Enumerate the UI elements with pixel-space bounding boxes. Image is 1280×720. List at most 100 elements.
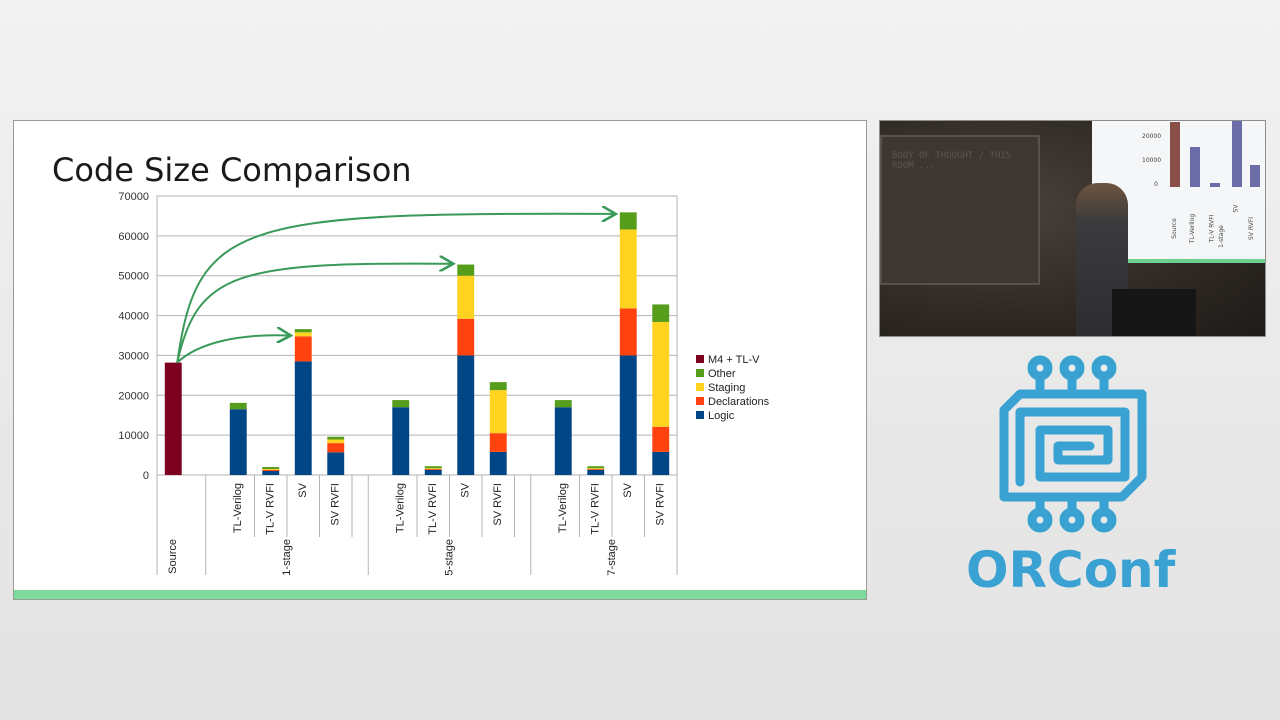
screen-label-tlv: TL-Verilog <box>1189 213 1197 244</box>
bar-segment-staging <box>619 229 637 309</box>
category-label: TL-Verilog <box>232 483 244 533</box>
legend-swatch <box>696 411 704 419</box>
y-tick-label: 60000 <box>118 231 149 243</box>
bar-segment-logic <box>457 355 475 475</box>
bar-segment-other <box>619 212 637 230</box>
whiteboard-text: BODY OF THOUGHT / THIS ROOM ... <box>892 151 1012 171</box>
y-tick-label: 10000 <box>118 430 149 442</box>
screen-tick-3: 0 <box>1154 181 1158 188</box>
orconf-logo-icon <box>999 355 1147 533</box>
category-label: SV RVFI <box>492 483 504 526</box>
category-label: TL-Verilog <box>395 483 407 533</box>
bar-segment-staging <box>489 390 507 434</box>
legend: M4 + TL-V Other Staging Declarations Logic <box>696 354 770 422</box>
screen-label-svrvfi: SV RVFI <box>1248 217 1255 240</box>
screen-bar-rvfi <box>1210 183 1220 187</box>
legend-label: Staging <box>708 382 745 394</box>
bar-segment-staging <box>262 469 280 470</box>
bar-segment-other <box>229 402 247 410</box>
bar-segment-other <box>424 466 442 469</box>
bar-segment-staging <box>457 275 475 319</box>
presentation-slide: Code Size Comparison 0 10000 20000 30000 400… <box>13 120 867 600</box>
legend-label: M4 + TL-V <box>708 354 760 366</box>
bar-segment-other <box>294 329 312 333</box>
category-label: SV <box>622 482 634 497</box>
annotation-arrow <box>176 214 614 363</box>
group-label: Source <box>167 539 179 574</box>
bar-segment-logic <box>424 469 442 475</box>
bar-segment-declarations <box>652 426 670 452</box>
y-tick-label: 40000 <box>118 311 149 323</box>
bar-segment-staging <box>424 468 442 470</box>
bar-segment-other <box>652 304 670 322</box>
bar-segment-declarations <box>424 469 442 470</box>
bar-segment-declarations <box>489 433 507 452</box>
bar-segment-logic <box>327 452 345 475</box>
bar-segment-logic <box>262 471 280 475</box>
legend-swatch <box>696 355 704 363</box>
category-label: SV <box>297 482 309 497</box>
category-label: TL-V RVFI <box>265 483 277 535</box>
bar-segment-staging <box>587 468 605 470</box>
bar-segment-logic <box>229 409 247 475</box>
bar-segment-staging <box>652 321 670 427</box>
bar-segment-declarations <box>294 336 312 362</box>
bar-segment-other <box>262 467 280 470</box>
bar-segment-declarations <box>262 469 280 472</box>
slide-footer-bar <box>14 590 866 599</box>
legend-label: Declarations <box>708 396 770 408</box>
stacked-bar-chart: 0 10000 20000 30000 40000 50000 60000 70000 Sou… <box>118 191 770 576</box>
category-label: SV <box>460 482 472 497</box>
group-label: 5-stage <box>443 539 455 576</box>
bar-segment-logic <box>294 361 312 475</box>
bar-segment-logic <box>587 469 605 475</box>
screen-label-rvfi: TL-V RVFI <box>1208 214 1216 243</box>
bar-segment-logic <box>554 407 572 475</box>
legend-swatch <box>696 397 704 405</box>
legend-swatch <box>696 369 704 377</box>
y-tick-label: 50000 <box>118 271 149 283</box>
podium <box>1112 289 1196 336</box>
category-label: TL-Verilog <box>557 483 569 533</box>
category-label: SV RVFI <box>655 483 667 526</box>
screen-tick-2: 10000 <box>1142 157 1162 164</box>
bar-segment-logic <box>392 407 410 475</box>
category-label: TL-V RVFI <box>590 483 602 535</box>
legend-swatch <box>696 383 704 391</box>
bar-segment-other <box>587 466 605 469</box>
y-tick-label: 70000 <box>118 191 149 203</box>
screen-bar-tlv <box>1190 147 1200 187</box>
bar-segment-logic <box>489 451 507 475</box>
bar-segment-declarations <box>587 469 605 470</box>
bar-segment-staging <box>327 439 345 444</box>
screen-bar-source <box>1170 122 1180 187</box>
annotation-arrow <box>176 335 289 364</box>
annotation-arrows <box>176 214 614 364</box>
y-tick-label: 30000 <box>118 350 149 362</box>
annotation-arrow <box>176 264 451 363</box>
group-label: 7-stage <box>606 539 618 576</box>
bars <box>164 212 670 475</box>
y-tick-label: 20000 <box>118 390 149 402</box>
bar-segment-declarations <box>619 308 637 356</box>
legend-label: Logic <box>708 410 735 422</box>
slide-title: Code Size Comparison <box>52 151 412 189</box>
chart-grid <box>156 195 678 476</box>
screen-label-sv: SV <box>1232 204 1240 213</box>
bar-segment-other <box>489 382 507 391</box>
screen-label-source: Source <box>1170 218 1178 239</box>
whiteboard: BODY OF THOUGHT / THIS ROOM ... <box>880 135 1040 285</box>
bar-segment-declarations <box>457 318 475 356</box>
legend-label: Other <box>708 368 736 380</box>
screen-bar-svrvfi <box>1250 165 1260 187</box>
y-tick-label: 0 <box>143 470 149 482</box>
category-label: SV RVFI <box>330 483 342 526</box>
bar-segment-other <box>392 400 410 408</box>
screen-bar-sv <box>1232 121 1242 187</box>
screen-tick-1: 20000 <box>1142 133 1162 140</box>
bar-segment-m4-tl-v <box>164 362 182 475</box>
bar-segment-declarations <box>327 443 345 453</box>
group-label: 1-stage <box>281 539 293 576</box>
orconf-logo-text: ORConf <box>966 541 1176 599</box>
bar-segment-logic <box>652 451 670 475</box>
